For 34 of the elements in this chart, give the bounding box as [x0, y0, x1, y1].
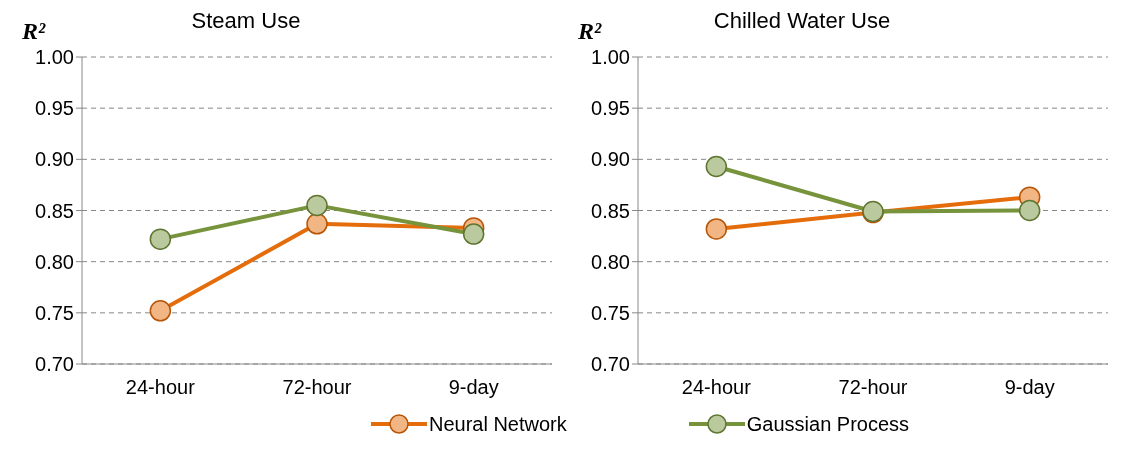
y-tick-label: 0.75 — [591, 301, 630, 324]
x-tick-label: 24-hour — [125, 376, 196, 399]
y-tick-label: 0.90 — [35, 148, 74, 171]
point — [705, 218, 728, 240]
y-axis-title: R² — [578, 18, 602, 45]
y-tick-label: 0.80 — [35, 250, 74, 273]
point — [149, 228, 172, 250]
y-tick-label: 0.80 — [591, 250, 630, 273]
x-tick-label: 24-hour — [681, 376, 752, 399]
point — [1018, 199, 1041, 222]
point — [149, 300, 172, 322]
y-tick-label: 1.00 — [591, 46, 630, 69]
x-tick-label: 9-day — [1004, 376, 1055, 399]
legend-label: Neural Network — [428, 412, 567, 436]
y-tick-label: 0.75 — [35, 301, 74, 324]
y-tick-label: 0.90 — [591, 148, 630, 171]
y-tick-label: 1.00 — [35, 46, 74, 69]
point — [306, 194, 328, 217]
y-tick-label: 0.85 — [35, 199, 74, 222]
point — [306, 213, 328, 235]
x-tick-label: 9-day — [448, 376, 499, 399]
legend-label: Gaussian Process — [746, 412, 910, 436]
y-tick-label: 0.95 — [35, 97, 74, 120]
point — [462, 223, 485, 245]
x-tick-label: 72-hour — [838, 376, 908, 399]
y-tick-label: 0.70 — [35, 353, 74, 376]
y-axis-title: R² — [22, 18, 46, 45]
y-tick-label: 0.70 — [591, 353, 630, 376]
chart-title: Chilled Water Use — [713, 8, 891, 33]
x-tick-label: 72-hour — [282, 376, 352, 399]
chart-title: Steam Use — [191, 8, 301, 33]
y-tick-label: 0.95 — [591, 97, 630, 120]
y-tick-label: 0.85 — [591, 199, 630, 222]
point — [705, 155, 728, 178]
